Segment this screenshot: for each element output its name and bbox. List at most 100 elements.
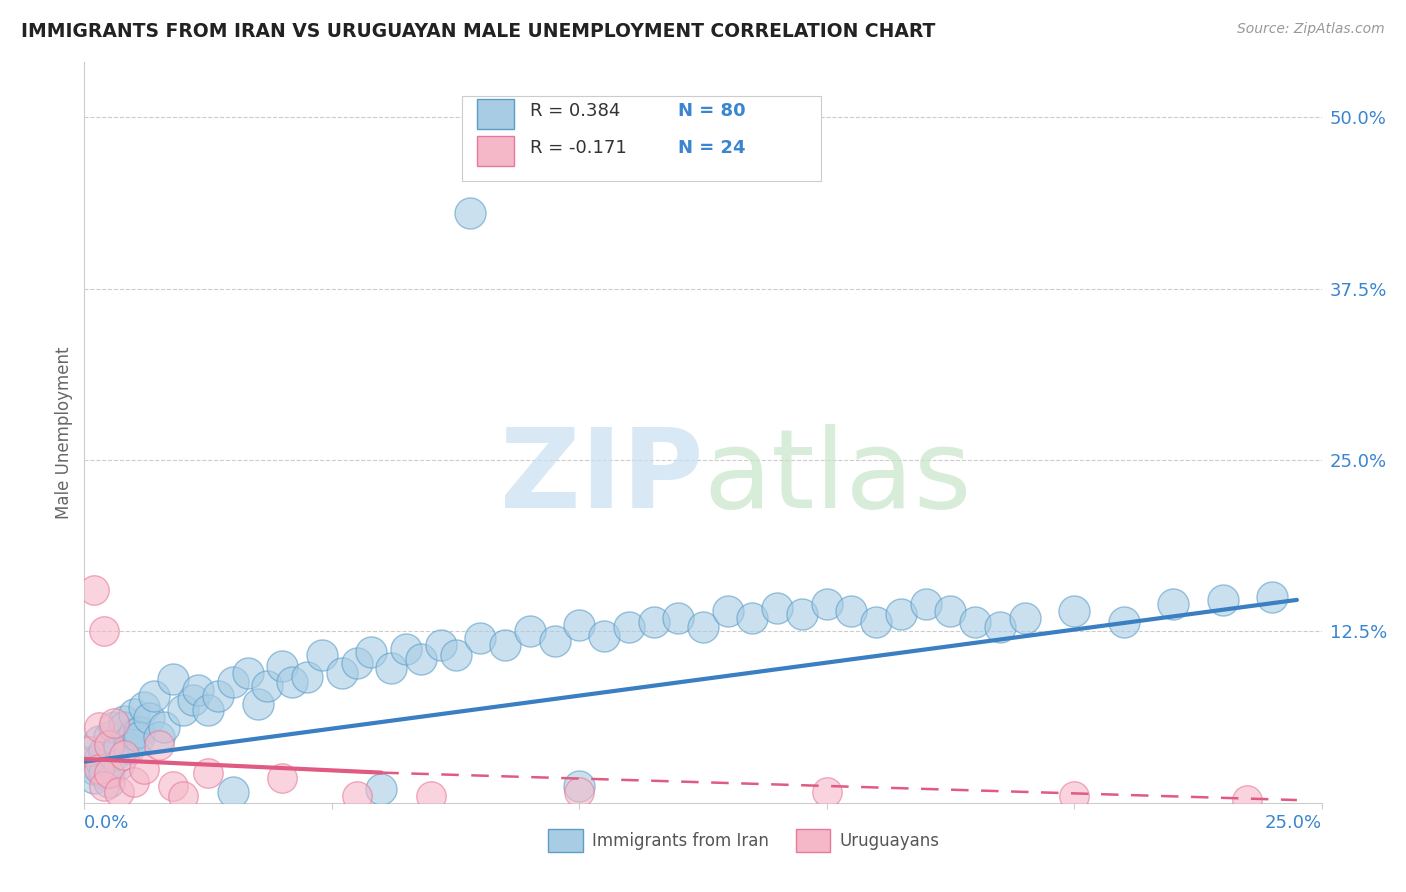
Point (470, 632, 492, 646)
Text: atlas: atlas (703, 424, 972, 531)
Point (122, 727, 145, 741)
Point (79, 744, 101, 758)
Point (128, 724, 150, 739)
Point (865, 615, 887, 629)
Point (271, 771, 294, 785)
Point (98, 765, 121, 780)
Point (543, 634, 565, 648)
Point (1063, 789, 1085, 803)
Point (295, 670, 318, 684)
Text: N = 24: N = 24 (678, 138, 745, 157)
Text: Uruguayans: Uruguayans (839, 831, 939, 849)
Point (568, 785, 591, 799)
Point (108, 738, 131, 752)
Point (790, 607, 813, 621)
Point (118, 741, 141, 756)
FancyBboxPatch shape (461, 95, 821, 181)
Point (666, 610, 689, 624)
Text: 0.0%: 0.0% (84, 814, 129, 832)
Point (93, 780, 115, 794)
Point (692, 620, 714, 634)
Point (181, 693, 204, 707)
Point (360, 645, 382, 659)
Point (197, 702, 219, 716)
Point (172, 789, 194, 803)
Point (1261, 590, 1284, 604)
Point (89, 734, 111, 748)
Point (346, 789, 368, 803)
Point (236, 665, 259, 680)
Point (112, 747, 135, 762)
Point (444, 648, 467, 662)
Point (112, 720, 135, 734)
Point (330, 665, 353, 680)
Point (103, 716, 125, 731)
Point (643, 615, 665, 629)
Text: Source: ZipAtlas.com: Source: ZipAtlas.com (1237, 22, 1385, 37)
Point (128, 730, 150, 744)
Point (162, 673, 184, 687)
Point (281, 675, 304, 690)
Point (890, 607, 912, 621)
Point (717, 604, 740, 618)
Point (380, 661, 402, 675)
Bar (477, 99, 513, 129)
Point (98, 775, 121, 789)
Point (914, 597, 936, 611)
Point (271, 658, 294, 673)
Point (122, 706, 145, 721)
Point (429, 638, 451, 652)
Bar (548, 829, 583, 853)
Point (89, 762, 111, 776)
Point (494, 638, 516, 652)
Point (395, 642, 418, 657)
Point (132, 762, 155, 776)
Point (741, 610, 763, 624)
Point (138, 711, 160, 725)
Bar (796, 829, 831, 853)
Point (122, 775, 145, 789)
Point (93, 624, 115, 639)
Point (1212, 593, 1234, 607)
Point (108, 757, 131, 772)
Point (98, 738, 121, 752)
Point (207, 689, 229, 703)
Point (346, 656, 368, 670)
Point (965, 615, 987, 629)
Point (172, 702, 194, 716)
Point (93, 744, 115, 758)
Point (83, 771, 105, 785)
Point (311, 648, 333, 662)
Point (162, 780, 184, 794)
Point (93, 765, 115, 780)
Point (419, 789, 441, 803)
Point (1236, 793, 1258, 807)
Point (766, 601, 789, 615)
Point (815, 785, 838, 799)
Point (519, 624, 541, 639)
Text: IMMIGRANTS FROM IRAN VS URUGUAYAN MALE UNEMPLOYMENT CORRELATION CHART: IMMIGRANTS FROM IRAN VS URUGUAYAN MALE U… (21, 22, 935, 41)
Point (112, 714, 135, 728)
Point (222, 675, 245, 690)
Point (148, 738, 170, 752)
Point (118, 734, 141, 748)
Point (256, 679, 278, 693)
Point (142, 689, 165, 703)
Point (409, 652, 432, 666)
Text: 25.0%: 25.0% (1264, 814, 1322, 832)
Point (108, 785, 131, 799)
Point (617, 620, 640, 634)
Point (222, 785, 245, 799)
Text: ZIP: ZIP (499, 424, 703, 531)
Text: R = 0.384: R = 0.384 (530, 102, 620, 120)
Point (89, 752, 111, 766)
Point (568, 780, 591, 794)
Point (1161, 597, 1184, 611)
Point (103, 720, 125, 734)
Point (939, 604, 962, 618)
Point (988, 620, 1011, 634)
Bar (477, 136, 513, 166)
Point (1014, 610, 1036, 624)
Point (187, 683, 209, 698)
Point (152, 720, 174, 734)
